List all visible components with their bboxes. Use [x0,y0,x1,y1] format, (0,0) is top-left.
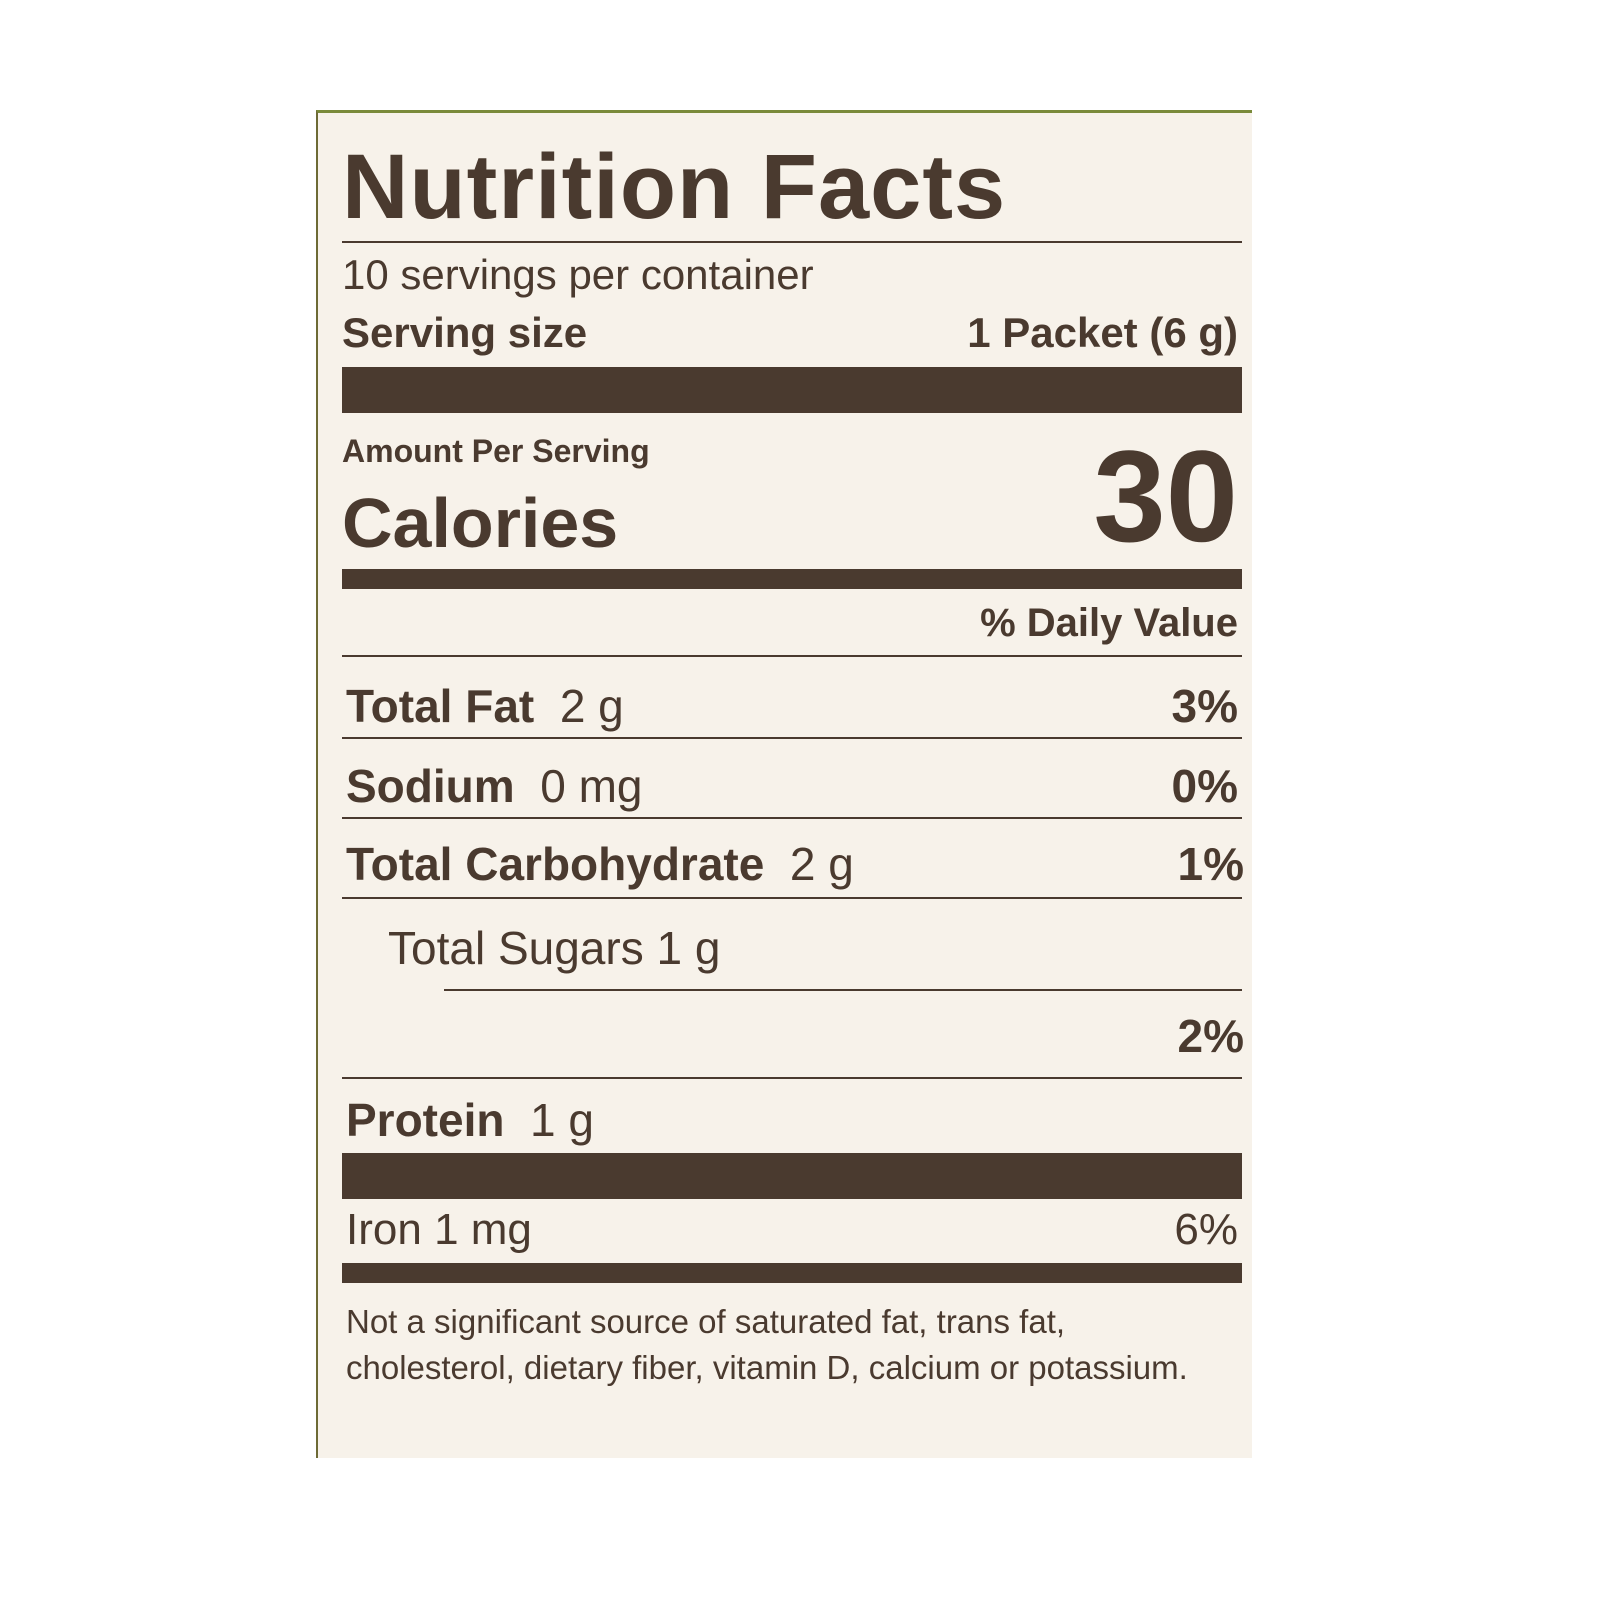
nutrient-dv: 2% [1177,1010,1244,1062]
nutrient-amount: 1 g [656,922,721,974]
divider [342,655,1242,657]
nutrient-row-total-carbohydrate: Total Carbohydrate 2 g [346,837,854,891]
divider [444,989,1242,991]
nutrient-row-total-fat: Total Fat 2 g [346,679,624,733]
divider [342,737,1242,739]
thick-divider [342,1153,1242,1199]
nutrient-name: Total Carbohydrate [346,838,765,890]
serving-size-label: Serving size [342,309,588,356]
nutrient-row-iron: Iron 1 mg [346,1205,532,1255]
nutrient-name: Iron [346,1205,422,1254]
nutrient-dv: 3% [1171,680,1238,732]
nutrient-row-sodium: Sodium 0 mg [346,759,643,813]
calories-value: 30 [1093,423,1238,569]
divider [342,241,1242,243]
label-title: Nutrition Facts [342,136,1007,238]
nutrient-amount: 1 mg [434,1205,532,1254]
divider [342,817,1242,819]
nutrient-name: Protein [346,1094,505,1146]
footnote: Not a significant source of saturated fa… [346,1303,1188,1386]
nutrient-dv: 1% [1177,838,1244,890]
daily-value-header: % Daily Value [980,601,1238,645]
nutrient-row-total-sugars: Total Sugars 1 g [388,921,720,975]
nutrient-amount: 2 g [559,680,624,732]
nutrient-name: Sodium [346,760,515,812]
calories-label: Calories [342,484,619,562]
nutrient-row-protein: Protein 1 g [346,1093,594,1147]
serving-size-value: 1 Packet (6 g) [967,309,1238,356]
nutrient-dv: 6% [1174,1205,1238,1254]
nutrient-amount: 0 mg [540,760,643,812]
medium-divider [342,1263,1242,1283]
nutrient-name: Total Fat [346,680,535,732]
nutrition-facts-label: Nutrition Facts 10 servings per containe… [316,110,1252,1458]
nutrient-name: Total Sugars [388,922,644,974]
servings-per-container: 10 servings per container [342,251,814,298]
divider [342,897,1242,899]
nutrient-dv: 0% [1171,760,1238,812]
nutrient-amount: 2 g [789,838,854,890]
nutrient-amount: 1 g [530,1094,594,1146]
amount-per-serving: Amount Per Serving [342,433,650,469]
thick-divider [342,367,1242,413]
divider [342,1077,1242,1079]
medium-divider [342,569,1242,589]
